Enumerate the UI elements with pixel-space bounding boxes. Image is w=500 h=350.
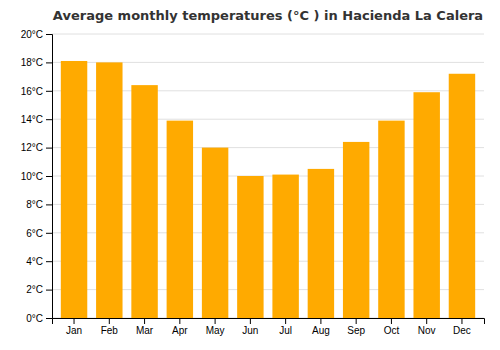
- bar: [378, 121, 404, 318]
- y-tick: 8°C: [26, 199, 52, 210]
- y-tick-mark: [46, 91, 52, 92]
- x-tick-label: Jun: [242, 325, 258, 336]
- y-tick-mark: [46, 318, 52, 319]
- y-tick-label: 0°C: [26, 313, 43, 324]
- y-tick: 4°C: [26, 256, 52, 267]
- x-tick: Apr: [172, 318, 188, 336]
- y-tick-label: 4°C: [26, 256, 43, 267]
- y-tick-mark: [46, 148, 52, 149]
- y-tick-label: 14°C: [21, 114, 43, 125]
- x-tick: Mar: [136, 318, 154, 336]
- x-tick-mark: [356, 318, 357, 324]
- y-tick-label: 8°C: [26, 199, 43, 210]
- y-tick-label: 2°C: [26, 284, 43, 295]
- x-tick-label: Apr: [172, 325, 188, 336]
- x-tick: May: [206, 318, 225, 336]
- y-tick-label: 16°C: [21, 86, 43, 97]
- y-tick: 6°C: [26, 228, 52, 239]
- x-tick-mark: [250, 318, 251, 324]
- bar: [237, 176, 263, 318]
- y-tick: 16°C: [21, 86, 52, 97]
- x-tick-label: Jul: [279, 325, 292, 336]
- bar: [96, 62, 122, 318]
- grid-line: [52, 34, 484, 35]
- x-tick-mark: [426, 318, 427, 324]
- y-tick: 14°C: [21, 114, 52, 125]
- y-tick-mark: [46, 62, 52, 63]
- y-tick-mark: [46, 290, 52, 291]
- x-tick: Dec: [453, 318, 471, 336]
- x-tick-mark: [215, 318, 216, 324]
- x-tick: Jan: [66, 318, 82, 336]
- bar: [272, 175, 298, 318]
- x-tick-label: Oct: [384, 325, 400, 336]
- chart: 0°C 2°C 4°C 6°C 8°C 10°C 12°C 14°C 16°C 18°C 20°C J…: [0, 0, 500, 350]
- bars: [61, 61, 475, 318]
- x-tick-mark: [74, 318, 75, 324]
- y-tick-label: 10°C: [21, 171, 43, 182]
- y-tick-mark: [46, 34, 52, 35]
- y-axis-line: [46, 35, 53, 319]
- x-tick-mark: [391, 318, 392, 324]
- y-tick-mark: [46, 204, 52, 205]
- x-tick-label: Mar: [136, 325, 154, 336]
- x-tick-mark: [285, 318, 286, 324]
- x-tick: Feb: [101, 318, 119, 336]
- y-tick: 0°C: [26, 313, 52, 324]
- bar: [413, 92, 439, 318]
- x-tick: Oct: [384, 318, 400, 336]
- x-tick-label: Aug: [312, 325, 330, 336]
- x-tick-mark: [179, 318, 180, 324]
- x-tick-label: May: [206, 325, 225, 336]
- bar: [308, 169, 334, 318]
- bar: [449, 74, 475, 318]
- y-tick: 20°C: [21, 29, 52, 40]
- y-axis: 0°C 2°C 4°C 6°C 8°C 10°C 12°C 14°C 16°C 18°C 20°C: [21, 29, 53, 324]
- x-tick: Nov: [418, 318, 436, 336]
- x-axis: Jan Feb Mar Apr May Jun Jul Aug Sep Oct Nov Dec: [53, 318, 485, 336]
- y-tick-label: 6°C: [26, 228, 43, 239]
- y-tick-label: 18°C: [21, 57, 43, 68]
- x-axis-line: [53, 319, 485, 325]
- y-tick: 2°C: [26, 284, 52, 295]
- y-tick: 10°C: [21, 171, 52, 182]
- y-tick: 12°C: [21, 142, 52, 153]
- y-tick-mark: [46, 261, 52, 262]
- x-tick-mark: [109, 318, 110, 324]
- x-tick-label: Jan: [66, 325, 82, 336]
- x-tick: Jun: [242, 318, 258, 336]
- x-tick-mark: [144, 318, 145, 324]
- y-tick-mark: [46, 119, 52, 120]
- y-tick-mark: [46, 233, 52, 234]
- x-tick-label: Feb: [101, 325, 119, 336]
- x-tick-mark: [461, 318, 462, 324]
- x-tick-mark: [320, 318, 321, 324]
- plot-area: 0°C 2°C 4°C 6°C 8°C 10°C 12°C 14°C 16°C 18°C 20°C J…: [21, 29, 485, 336]
- bar: [202, 148, 228, 318]
- y-tick-mark: [46, 176, 52, 177]
- x-tick-label: Nov: [418, 325, 436, 336]
- x-tick-label: Sep: [347, 325, 365, 336]
- bar: [343, 142, 369, 318]
- x-tick: Sep: [347, 318, 365, 336]
- bar: [167, 121, 193, 318]
- title: Average monthly temperatures (°C ) in Ha…: [53, 8, 483, 23]
- bar: [61, 61, 87, 318]
- y-tick-label: 12°C: [21, 142, 43, 153]
- x-tick: Jul: [279, 318, 292, 336]
- y-tick-label: 20°C: [21, 29, 43, 40]
- grid: [52, 34, 484, 318]
- x-tick-label: Dec: [453, 325, 471, 336]
- x-tick: Aug: [312, 318, 330, 336]
- y-tick: 18°C: [21, 57, 52, 68]
- bar: [131, 85, 157, 318]
